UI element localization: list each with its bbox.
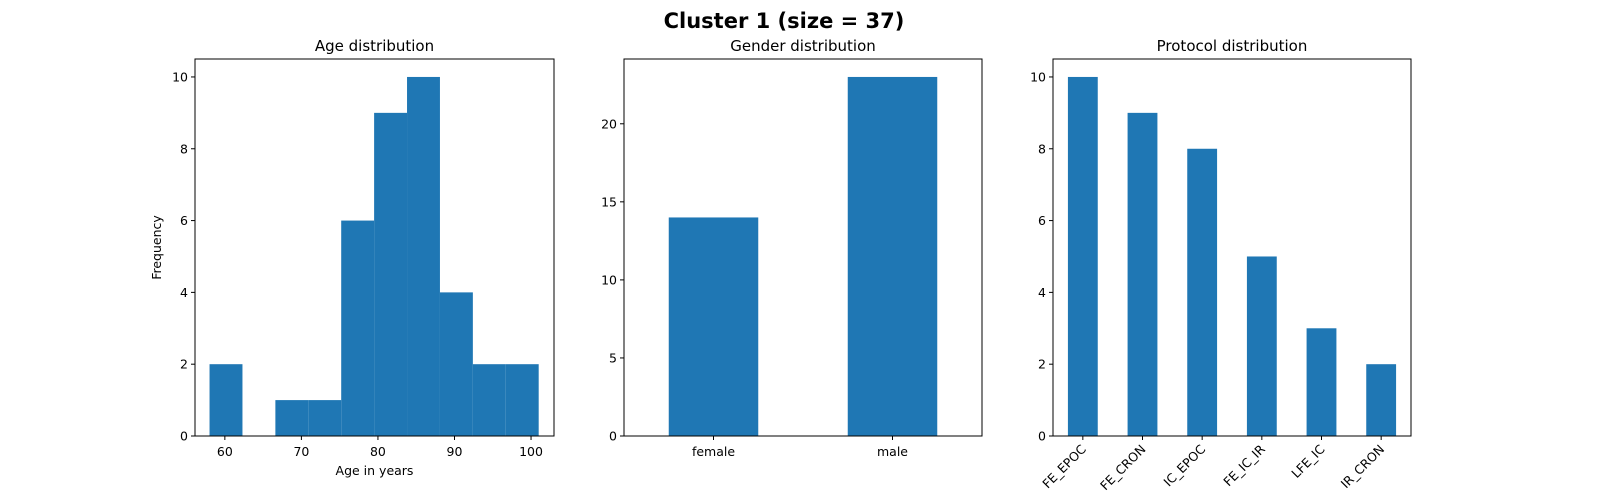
gender-bar-chart-x-tick-label: female [692, 444, 735, 459]
protocol-bar-chart-x-ticks: FE_EPOC FE_CRON IC_EPOC FE_IC_IR LFE_IC IR_CR… [1039, 436, 1387, 493]
gender-bar-chart-title: Gender distribution [730, 37, 876, 55]
protocol-bar-chart-bar [1127, 112, 1158, 436]
protocol-bar-chart-x-tick-label: FE_EPOC [1039, 441, 1089, 491]
age-histogram-y-tick-label: 0 [180, 429, 188, 444]
gender-bar-chart-frame [623, 58, 983, 437]
age-histogram-x-tick-label: 70 [293, 444, 309, 459]
protocol-bar-chart-bars [1067, 76, 1397, 436]
protocol-bar-chart-y-tick-label: 6 [1038, 213, 1046, 228]
age-histogram-x-tick-label: 80 [370, 444, 386, 459]
age-histogram-x-label: Age in years [336, 463, 414, 478]
age-histogram-bar [308, 400, 342, 436]
age-histogram-y-tick-label: 2 [180, 357, 188, 372]
age-histogram-bar [209, 364, 243, 436]
age-histogram-bar [439, 292, 473, 436]
protocol-bar-chart-bar [1246, 256, 1277, 436]
gender-bar-chart-x-tick-label: male [877, 444, 908, 459]
protocol-bar-chart-x-tick-label: IR_CRON [1338, 442, 1388, 492]
protocol-bar-chart-x-tick-label: FE_IC_IR [1220, 441, 1268, 489]
protocol-bar-chart-y-tick-label: 4 [1038, 285, 1046, 300]
gender-bar-chart-bar [668, 217, 759, 436]
gender-bar-chart-y-tick-label: 15 [601, 194, 617, 209]
age-histogram-x-tick-label: 90 [447, 444, 463, 459]
age-histogram-x-ticks: 60 70 80 90 100 [217, 436, 543, 459]
gender-bar-chart-y-ticks: 0 5 10 15 20 [601, 116, 624, 444]
age-histogram-x-tick-label: 60 [217, 444, 233, 459]
age-histogram-bar [341, 220, 375, 436]
age-histogram-frame [194, 58, 555, 437]
protocol-bar-chart-x-tick-label: IC_EPOC [1160, 441, 1208, 489]
protocol-bar-chart-bar [1366, 364, 1397, 436]
protocol-bar-chart-y-tick-label: 10 [1030, 69, 1046, 84]
age-histogram-y-tick-label: 8 [180, 141, 188, 156]
age-histogram-bar [472, 364, 506, 436]
protocol-bar-chart-y-tick-label: 0 [1038, 429, 1046, 444]
age-histogram-bar [407, 76, 440, 436]
gender-bar-chart-y-tick-label: 20 [601, 116, 617, 131]
age-histogram-title: Age distribution [315, 37, 434, 55]
age-histogram-x-tick-label: 100 [519, 444, 543, 459]
age-histogram-y-tick-label: 4 [180, 285, 188, 300]
age-histogram-bars [209, 76, 539, 436]
protocol-bar-chart-bar [1306, 328, 1337, 436]
age-histogram-bar [275, 400, 309, 436]
age-histogram-y-label: Frequency [149, 215, 164, 280]
protocol-bar-chart-frame [1052, 58, 1412, 437]
protocol-bar-chart-x-tick-label: LFE_IC [1288, 441, 1328, 481]
age-histogram-y-ticks: 0 2 4 6 8 10 [172, 69, 195, 444]
protocol-bar-chart: Protocol distribution FE_EPOC FE_CRON IC_E… [1030, 37, 1412, 493]
gender-bar-chart-bar [847, 76, 938, 436]
figure-title: Cluster 1 (size = 37) [664, 9, 905, 33]
gender-bar-chart-y-tick-label: 5 [609, 350, 617, 365]
protocol-bar-chart-y-tick-label: 2 [1038, 357, 1046, 372]
protocol-bar-chart-y-ticks: 0 2 4 6 8 10 [1030, 69, 1053, 444]
gender-bar-chart: Gender distribution female male 0 5 10 15 20 [601, 37, 983, 459]
age-histogram-bar [505, 364, 539, 436]
age-histogram-y-tick-label: 6 [180, 213, 188, 228]
age-histogram-bar [374, 112, 408, 436]
protocol-bar-chart-y-tick-label: 8 [1038, 141, 1046, 156]
protocol-bar-chart-bar [1187, 148, 1218, 436]
protocol-bar-chart-x-tick-label: FE_CRON [1097, 442, 1149, 494]
protocol-bar-chart-title: Protocol distribution [1157, 37, 1308, 55]
gender-bar-chart-bars [668, 76, 938, 436]
gender-bar-chart-x-ticks: female male [692, 436, 908, 459]
age-histogram-y-tick-label: 10 [172, 69, 188, 84]
gender-bar-chart-y-tick-label: 0 [609, 429, 617, 444]
age-histogram: Age distribution 60 70 80 90 100 0 2 4 6 8 10 Age… [149, 37, 555, 478]
protocol-bar-chart-bar [1067, 76, 1098, 436]
gender-bar-chart-y-tick-label: 10 [601, 272, 617, 287]
